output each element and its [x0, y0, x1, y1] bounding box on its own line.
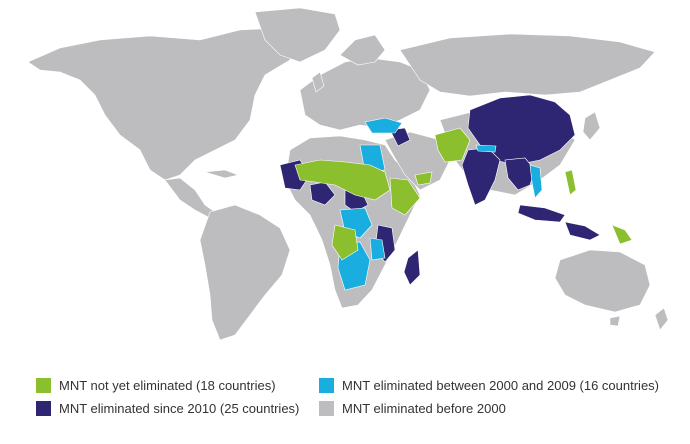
- legend: MNT not yet eliminated (18 countries) MN…: [36, 378, 676, 434]
- legend-label-between: MNT eliminated between 2000 and 2009 (16…: [342, 378, 660, 393]
- region-philippines: [564, 169, 577, 196]
- legend-label-not-yet: MNT not yet eliminated (18 countries): [59, 378, 276, 393]
- not-yet-eliminated-regions: [294, 127, 633, 261]
- russia: [399, 33, 656, 97]
- region-yemen: [414, 171, 433, 186]
- legend-label-since-2010: MNT eliminated since 2010 (25 countries): [59, 401, 300, 416]
- central-america: [164, 177, 216, 219]
- legend-item-not-yet: MNT not yet eliminated (18 countries): [36, 378, 276, 393]
- region-central-south-africa-3: [369, 237, 386, 261]
- region-afghanistan-pakistan: [434, 127, 471, 163]
- region-southeast-asia: [504, 157, 536, 191]
- legend-swatch-not-yet: [36, 378, 51, 393]
- between-2000-2009-regions: [337, 117, 543, 291]
- new-zealand: [654, 307, 669, 331]
- region-madagascar: [403, 249, 421, 286]
- japan: [582, 111, 601, 141]
- greenland: [254, 7, 341, 63]
- region-indonesia-1: [517, 204, 566, 223]
- world-map-svg: [27, 7, 669, 341]
- region-sahel: [294, 159, 391, 201]
- region-india: [461, 147, 501, 206]
- region-turkey: [364, 117, 403, 134]
- legend-swatch-since-2010: [36, 401, 51, 416]
- legend-label-before-2000: MNT eliminated before 2000: [342, 401, 506, 416]
- region-drc-angola: [331, 224, 359, 261]
- region-vietnam: [529, 164, 543, 199]
- caribbean: [204, 169, 240, 179]
- tasmania: [609, 315, 621, 327]
- legend-swatch-before-2000: [319, 401, 334, 416]
- legend-item-before-2000: MNT eliminated before 2000: [319, 401, 506, 416]
- legend-swatch-between: [319, 378, 334, 393]
- region-indonesia-2: [564, 221, 601, 241]
- legend-item-between: MNT eliminated between 2000 and 2009 (16…: [319, 378, 659, 393]
- region-horn-of-africa: [389, 177, 421, 216]
- south-america: [199, 204, 291, 341]
- north-america: [27, 27, 301, 181]
- region-png: [611, 224, 633, 245]
- legend-item-since-2010: MNT eliminated since 2010 (25 countries): [36, 401, 299, 416]
- uk: [311, 71, 325, 93]
- world-map: [27, 7, 669, 341]
- arabia: [384, 131, 451, 191]
- australia: [554, 249, 651, 313]
- region-nepal: [475, 144, 497, 153]
- europe: [299, 57, 431, 131]
- scandinavia: [339, 34, 386, 66]
